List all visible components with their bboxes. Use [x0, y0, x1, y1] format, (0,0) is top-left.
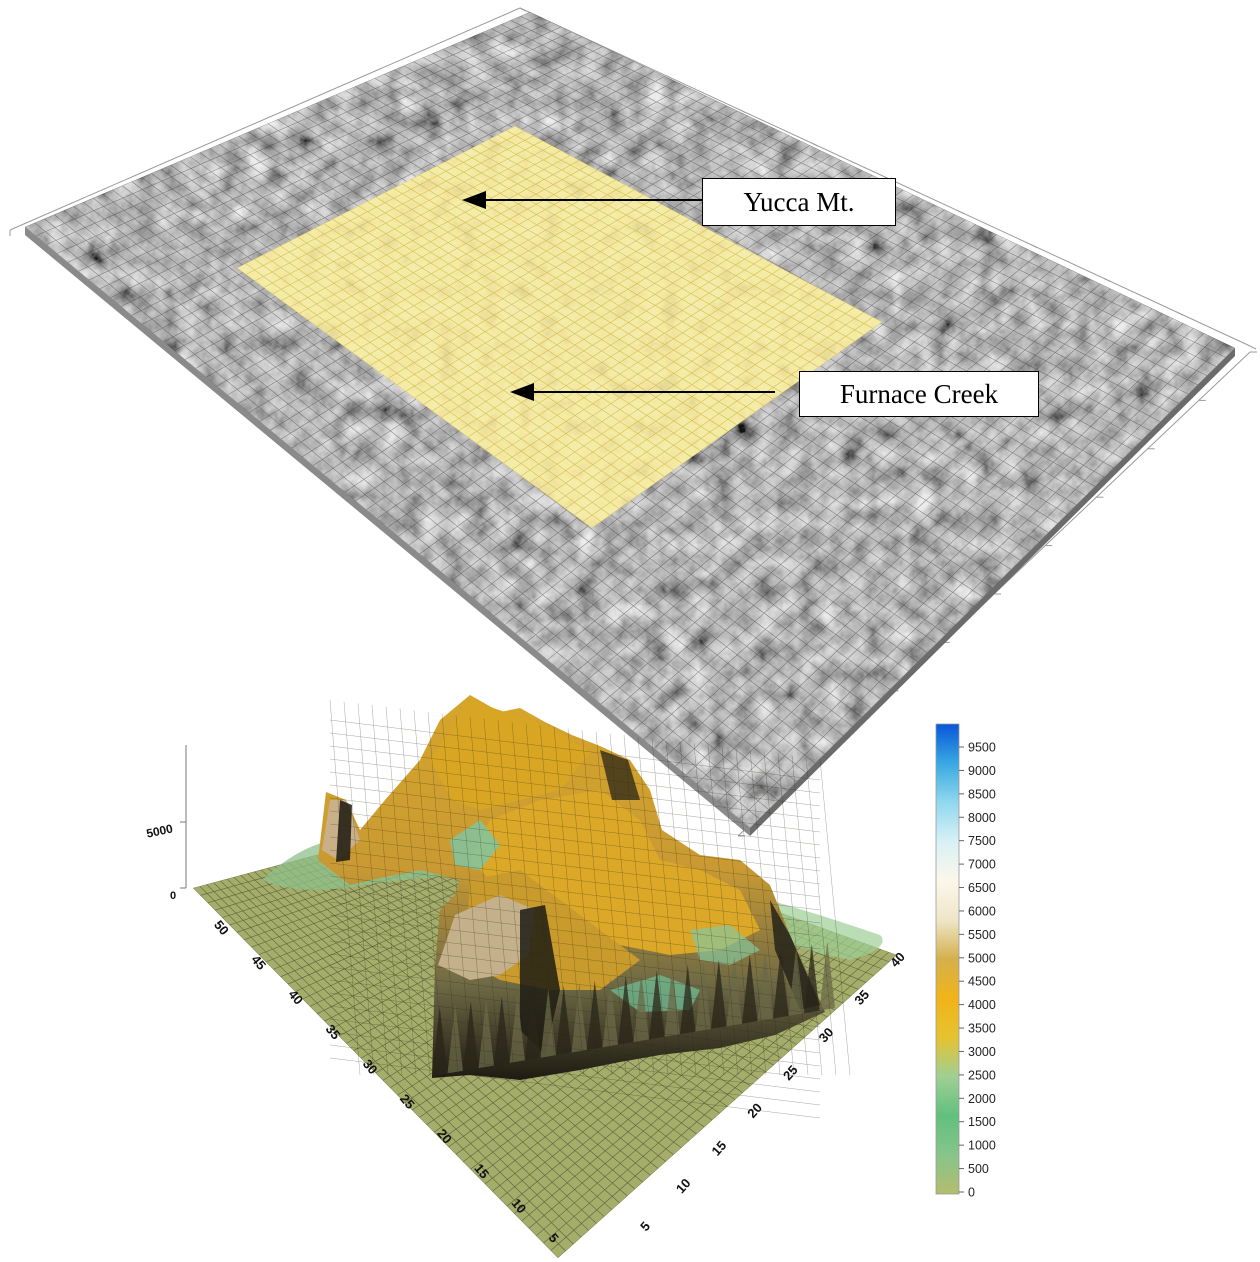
colorbar-tick-7000: 7000: [968, 858, 996, 872]
z-axis-tick-0: 0: [170, 890, 176, 902]
colorbar-tick-5500: 5500: [968, 928, 996, 942]
colorbar: 9500900085008000750070006500600055005000…: [935, 723, 996, 1200]
colorbar-strip: [935, 723, 960, 1195]
furnace-creek-label: Furnace Creek: [799, 371, 1039, 417]
z-axis-tick-5000: 5000: [145, 821, 174, 840]
map-plate-edge-right: [750, 348, 1235, 836]
colorbar-tick-9000: 9000: [968, 764, 996, 778]
yucca-mt-label: Yucca Mt.: [702, 178, 896, 226]
right-axis-tick-5: 5: [637, 1219, 653, 1234]
arrowhead-yucca: [462, 191, 486, 209]
colorbar-tick-2500: 2500: [968, 1068, 996, 1082]
right-axis-tick-25: 25: [780, 1062, 801, 1083]
colorbar-tick-0: 0: [968, 1186, 975, 1200]
colorbar-tick-7500: 7500: [968, 834, 996, 848]
z-axis: [180, 745, 187, 889]
map-gray-grid: [25, 12, 1235, 828]
colorbar-tick-1000: 1000: [968, 1139, 996, 1153]
colorbar-tick-8000: 8000: [968, 811, 996, 825]
callout-arrows: [462, 191, 775, 401]
colorbar-tick-1500: 1500: [968, 1115, 996, 1129]
colorbar-tick-6500: 6500: [968, 881, 996, 895]
massif-front-spikes: [432, 941, 835, 1076]
surface-plot: 5000 0: [145, 695, 908, 1258]
map-plate-edge: [25, 227, 750, 836]
colorbar-tick-4500: 4500: [968, 975, 996, 989]
study-area-grid: [237, 126, 882, 528]
colorbar-tick-5000: 5000: [968, 951, 996, 965]
colorbar-tick-2000: 2000: [968, 1092, 996, 1106]
terrain-map: [9, 7, 1257, 837]
colorbar-tick-3000: 3000: [968, 1045, 996, 1059]
massif-mesh: [329, 699, 851, 1119]
colorbar-tick-4000: 4000: [968, 998, 996, 1012]
colorbar-tick-3500: 3500: [968, 1022, 996, 1036]
mountain-massif: [262, 695, 883, 1119]
colorbar-tick-6000: 6000: [968, 904, 996, 918]
arrowhead-furnace: [510, 383, 534, 401]
colorbar-tick-9500: 9500: [968, 741, 996, 755]
colorbar-tick-8500: 8500: [968, 787, 996, 801]
right-axis-tick-10: 10: [673, 1176, 694, 1197]
colorbar-ticks: 9500900085008000750070006500600055005000…: [959, 741, 996, 1200]
colorbar-tick-500: 500: [968, 1162, 989, 1176]
right-axis-tick-20: 20: [744, 1100, 765, 1121]
right-axis-tick-40: 40: [887, 949, 908, 970]
right-axis-tick-15: 15: [709, 1138, 730, 1159]
